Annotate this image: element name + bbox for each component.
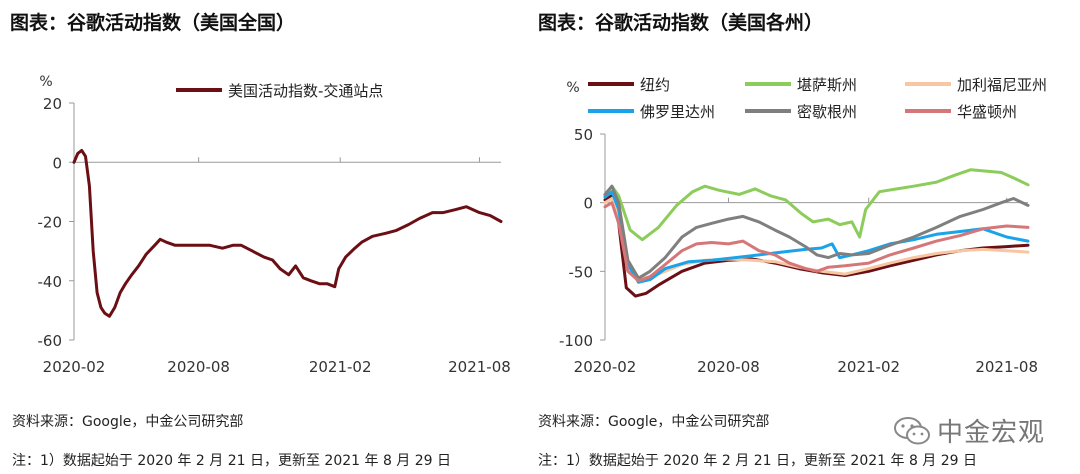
y-unit-label: % [39, 74, 52, 90]
legend-label: 佛罗里达州 [640, 103, 715, 121]
x-tick-label: 2021-08 [448, 358, 511, 376]
x-tick-label: 2020-02 [574, 358, 637, 376]
y-tick-label: -100 [559, 332, 593, 350]
right-source-note: 资料来源：Google，中金公司研究部 [538, 414, 770, 430]
legend-label: 密歇根州 [797, 103, 857, 121]
y-tick-label: -40 [38, 273, 63, 291]
legend-label: 加利福尼亚州 [957, 76, 1047, 94]
watermark: 中金宏观 [893, 412, 1045, 449]
y-tick-label: 50 [574, 126, 593, 144]
series-line [72, 148, 503, 318]
y-tick-label: 0 [52, 154, 62, 172]
y-tick-label: -20 [38, 214, 63, 232]
y-unit-label: % [566, 80, 579, 96]
y-tick-label: -60 [38, 332, 63, 350]
series-line [603, 201, 1030, 283]
y-tick-label: 0 [583, 195, 593, 213]
wechat-icon [894, 416, 930, 444]
legend-label: 纽约 [640, 76, 670, 94]
right-chart-title: 图表：谷歌活动指数（美国各州） [538, 12, 824, 34]
x-tick-label: 2021-02 [837, 358, 900, 376]
x-tick-label: 2020-02 [43, 358, 106, 376]
x-tick-label: 2021-08 [975, 358, 1038, 376]
state-activity-chart: 50 0 -50 -100 2020-02 2020-08 2021-02 2021-08% 纽… [559, 76, 1047, 376]
right-date-note: 注：1）数据起始于 2020 年 2 月 21 日，更新至 2021 年 8 月… [538, 453, 978, 469]
y-tick-label: -50 [569, 263, 594, 281]
x-tick-label: 2020-08 [697, 358, 760, 376]
left-source-note: 资料来源：Google，中金公司研究部 [12, 414, 244, 430]
left-chart-title: 图表：谷歌活动指数（美国全国） [10, 12, 296, 34]
watermark-text: 中金宏观 [937, 418, 1046, 448]
legend-label: 美国活动指数-交通站点 [228, 82, 383, 100]
x-tick-label: 2020-08 [167, 358, 230, 376]
series-line [603, 190, 1030, 284]
series-line [603, 168, 1030, 242]
series-line [603, 184, 1030, 280]
x-tick-label: 2021-02 [309, 358, 372, 376]
legend-label: 华盛顿州 [957, 103, 1017, 121]
series-line [603, 194, 1030, 298]
legend-label: 堪萨斯州 [797, 76, 857, 94]
left-date-note: 注：1）数据起始于 2020 年 2 月 21 日，更新至 2021 年 8 月… [12, 453, 452, 469]
y-tick-label: 20 [43, 95, 62, 113]
national-activity-chart: 20 0 -20 -40 -60 2020-02 2020-08 2021-02 2021-08… [38, 74, 511, 376]
